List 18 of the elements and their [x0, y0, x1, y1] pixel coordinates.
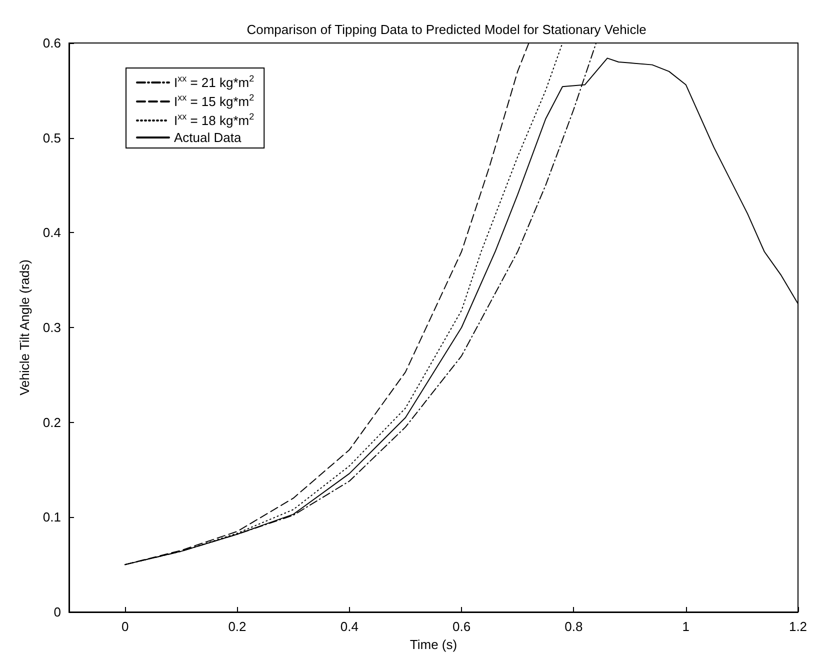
y-tick-label: 0.1 [42, 510, 61, 525]
x-tick-label: 0 [121, 619, 129, 634]
y-tick-label: 0.4 [42, 225, 61, 240]
y-tick-label: 0.6 [42, 36, 61, 50]
chart-title: Comparison of Tipping Data to Predicted Model for Stationary Vehicle [246, 22, 646, 37]
y-tick-label: 0.5 [42, 130, 61, 146]
y-tick-label: 0.3 [42, 320, 61, 335]
y-tick-label: 0.2 [42, 414, 61, 430]
y-tick-label: 0 [54, 604, 61, 620]
x-tick-label: 0.8 [564, 619, 583, 634]
x-tick-label: 0.4 [340, 619, 358, 634]
x-tick-label: 0.2 [228, 619, 246, 634]
legend-label: Actual Data [174, 130, 242, 145]
x-tick-label: 0.6 [452, 619, 471, 634]
x-axis-title: Time (s) [410, 637, 458, 652]
y-axis-title: Vehicle Tilt Angle (rads) [17, 260, 32, 396]
x-tick-label: 1.2 [788, 619, 808, 634]
x-tick-label: 1 [682, 619, 690, 634]
